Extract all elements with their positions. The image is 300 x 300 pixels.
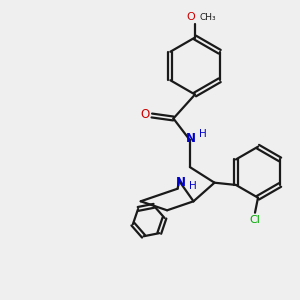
- Text: H: H: [199, 129, 206, 139]
- Text: Cl: Cl: [250, 215, 260, 225]
- Text: N: N: [186, 132, 196, 146]
- Text: O: O: [141, 108, 150, 122]
- Text: CH₃: CH₃: [199, 13, 216, 22]
- Text: H: H: [189, 181, 196, 191]
- Text: N: N: [176, 176, 186, 189]
- Text: O: O: [186, 12, 195, 22]
